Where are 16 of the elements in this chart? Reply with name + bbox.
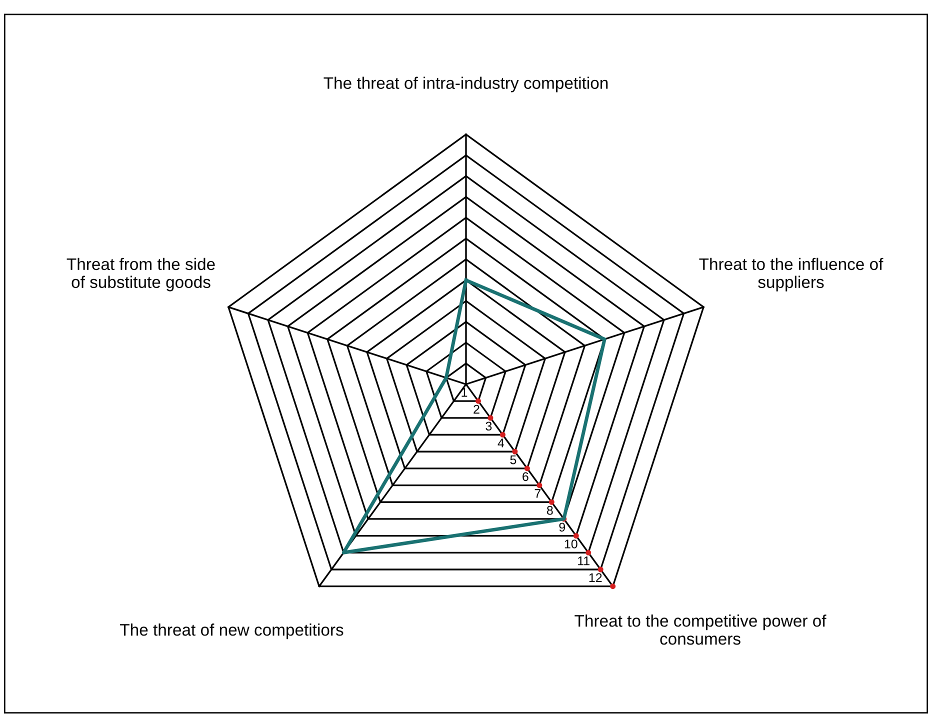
y-tick-label: 2 <box>474 404 480 414</box>
y-tick-label: 5 <box>510 456 516 464</box>
y-tick-label: 7 <box>534 489 541 498</box>
y-tick-label: 8 <box>546 506 553 515</box>
spoke-label: Threat from the side of substitute goods <box>66 258 215 292</box>
spoke-label: The threat of new competitiors <box>120 624 344 640</box>
spoke-label: The threat of intra-industry competition <box>324 76 608 92</box>
y-tick-label: 11 <box>578 556 590 566</box>
y-tick-label: 3 <box>486 422 492 431</box>
y-tick-label: 10 <box>564 540 578 548</box>
y-tick-label: 9 <box>559 522 566 532</box>
y-tick-label: 6 <box>522 472 528 482</box>
y-tick-label: 12 <box>589 573 602 582</box>
y-tick-label: 4 <box>498 438 504 448</box>
spoke-label: Threat to the influence of suppliers <box>699 258 884 292</box>
spoke-label: Threat to the competitive power of consumers <box>574 614 826 645</box>
